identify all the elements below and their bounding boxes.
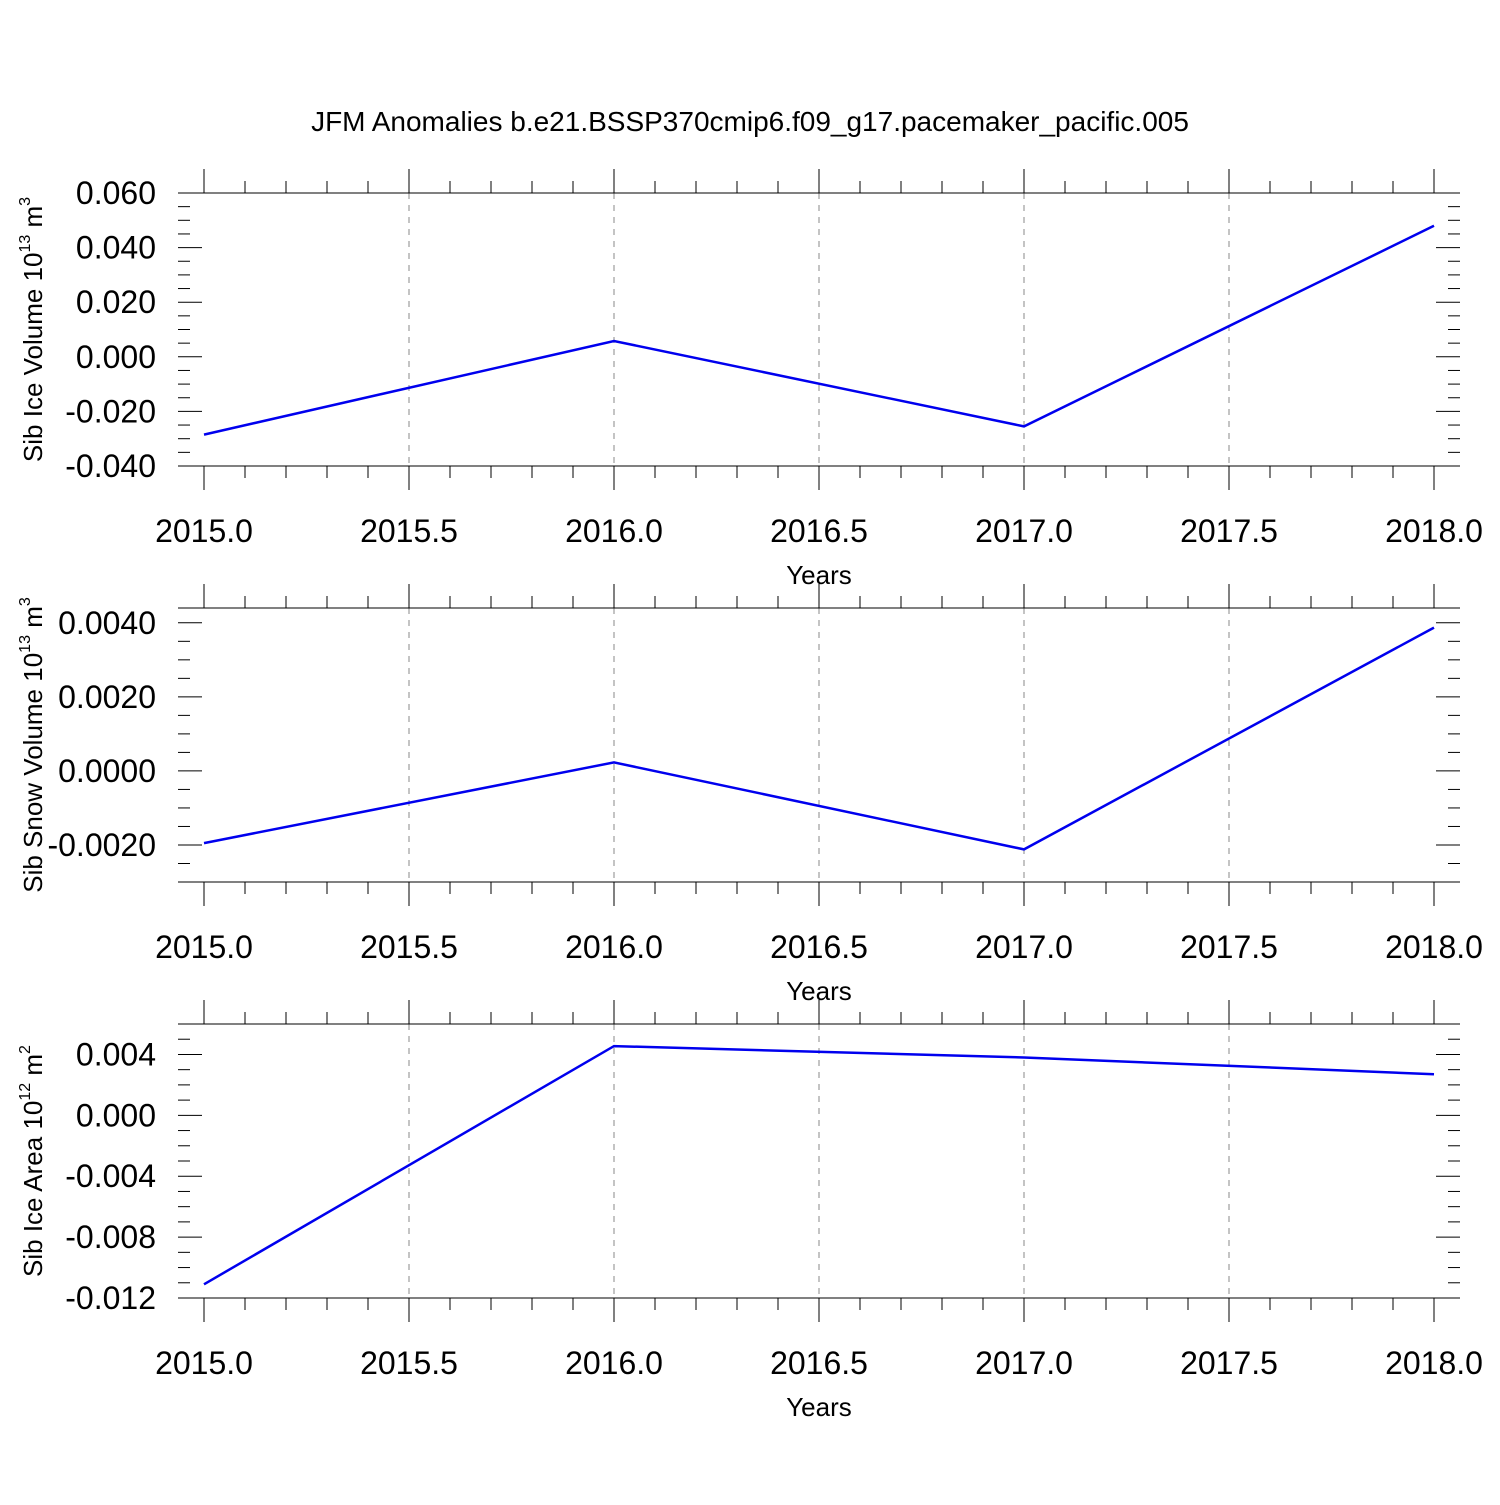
x-tick-label: 2015.5 (360, 1345, 458, 1381)
figure-title: JFM Anomalies b.e21.BSSP370cmip6.f09_g17… (311, 106, 1189, 137)
y-tick-label: 0.000 (76, 339, 156, 375)
x-tick-label: 2017.5 (1180, 929, 1278, 965)
y-tick-label: -0.008 (65, 1219, 156, 1255)
x-tick-label: 2015.5 (360, 513, 458, 549)
x-tick-label: 2017.5 (1180, 513, 1278, 549)
panel-3: 2015.0 2015.5 2016.0 2016.5 2017.0 2017.5 2018… (17, 1000, 1483, 1422)
x-tick-label: 2017.0 (975, 929, 1073, 965)
x-tick-label: 2017.5 (1180, 1345, 1278, 1381)
panel-2: 2015.0 2015.5 2016.0 2016.5 2017.0 2017.5 2018… (17, 584, 1483, 1006)
x-tick-label: 2018.0 (1385, 1345, 1483, 1381)
y-tick-label: 0.000 (76, 1097, 156, 1133)
y-tick-label: 0.004 (76, 1036, 156, 1072)
panel-1: 2015.0 2015.5 2016.0 2016.5 2017.0 2017.5 2018… (17, 169, 1483, 590)
x-tick-label: 2018.0 (1385, 929, 1483, 965)
series-line (204, 1046, 1434, 1284)
x-tick-label: 2015.5 (360, 929, 458, 965)
y-tick-label: 0.060 (76, 175, 156, 211)
y-tick-label: 0.040 (76, 230, 156, 266)
y-tick-label: -0.0020 (47, 827, 156, 863)
x-tick-label: 2015.0 (155, 513, 253, 549)
x-tick-label: 2017.0 (975, 1345, 1073, 1381)
x-tick-label: 2015.0 (155, 1345, 253, 1381)
x-tick-label: 2015.0 (155, 929, 253, 965)
x-tick-label: 2016.0 (565, 929, 663, 965)
x-tick-label: 2016.5 (770, 513, 868, 549)
x-tick-label: 2018.0 (1385, 513, 1483, 549)
y-tick-label: 0.0040 (58, 605, 156, 641)
y-axis-label: Sib Ice Volume 1013 m3 (17, 197, 48, 462)
y-tick-label: -0.020 (65, 393, 156, 429)
x-tick-label: 2016.0 (565, 1345, 663, 1381)
y-tick-label: 0.0020 (58, 679, 156, 715)
y-tick-label: -0.004 (65, 1158, 156, 1194)
y-tick-label: 0.020 (76, 284, 156, 320)
x-tick-label: 2017.0 (975, 513, 1073, 549)
x-tick-label: 2016.5 (770, 1345, 868, 1381)
x-tick-label: 2016.0 (565, 513, 663, 549)
y-tick-label: 0.0000 (58, 753, 156, 789)
y-tick-label: -0.040 (65, 448, 156, 484)
y-axis-label: Sib Snow Volume 1013 m3 (17, 597, 48, 893)
x-axis-label: Years (786, 1392, 852, 1422)
x-tick-label: 2016.5 (770, 929, 868, 965)
y-axis-label: Sib Ice Area 1012 m2 (17, 1045, 48, 1277)
y-tick-label: -0.012 (65, 1280, 156, 1316)
